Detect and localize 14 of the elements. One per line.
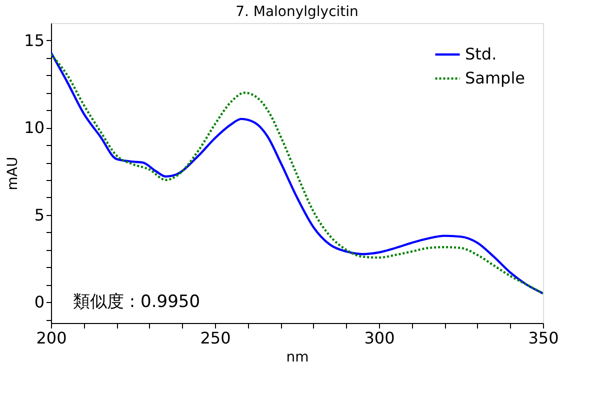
y-tick-label: 10 [24,118,44,138]
annotation: 類似度 : 0.9950 [73,292,200,312]
x-tick-label: 350 [528,328,559,348]
x-tick-label: 250 [200,328,231,348]
x-tick-label: 200 [36,328,67,348]
legend-label: Sample [465,68,525,88]
x-axis-title: nm [286,350,309,366]
x-tick-label: 300 [364,328,395,348]
chart-title: 7. Malonylglycitin [236,4,358,20]
y-tick-label: 15 [24,30,44,50]
legend-label: Std. [465,44,497,64]
y-tick-label: 5 [34,205,44,224]
y-axis-title: mAU [5,156,22,190]
y-tick-label: 0 [34,292,44,312]
